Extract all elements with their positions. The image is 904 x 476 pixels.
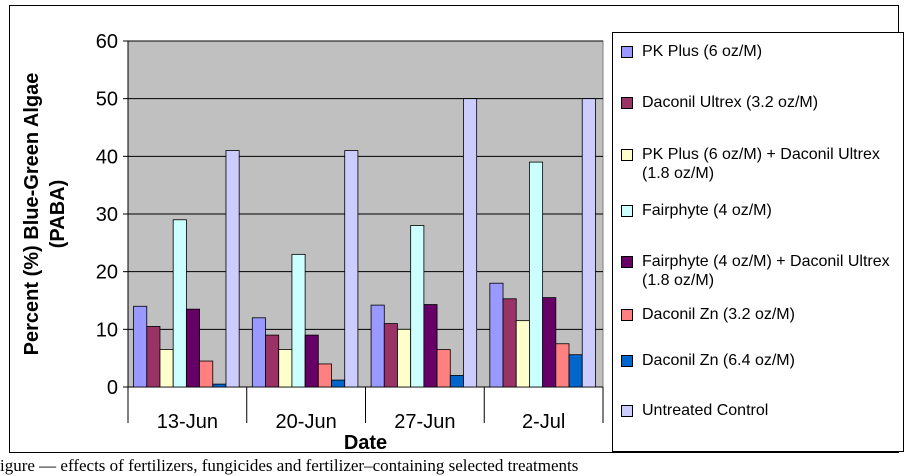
bar-s4-c3 xyxy=(542,297,557,388)
bar-s7-c0 xyxy=(225,150,240,388)
bar-s0-c0 xyxy=(133,305,148,388)
legend-swatch xyxy=(621,355,633,367)
legend-swatch xyxy=(621,309,633,321)
bar-s3-c0 xyxy=(172,219,187,388)
bar-s6-c3 xyxy=(568,354,583,388)
bar-s7-c3 xyxy=(581,98,596,388)
legend-label: Fairphyte (4 oz/M) xyxy=(642,202,772,219)
y-tick-label-2: 20 xyxy=(96,262,118,284)
bar-s0-c3 xyxy=(489,282,504,388)
bar-s4-c1 xyxy=(304,334,319,388)
legend-item: Daconil Zn (6.4 oz/M) xyxy=(621,351,904,370)
bar-s1-c3 xyxy=(502,298,517,388)
bar-s6-c1 xyxy=(331,379,346,388)
bar-s5-c3 xyxy=(555,343,570,388)
legend-swatch xyxy=(621,97,633,109)
x-tick-label-3: 2-Jul xyxy=(522,411,565,433)
legend-swatch xyxy=(621,256,633,268)
legend-label: PK Plus (6 oz/M) xyxy=(642,43,763,60)
legend-label: Fairphyte (4 oz/M) + Daconil Ultrex (1.8… xyxy=(642,253,890,289)
bar-s1-c0 xyxy=(146,326,161,388)
legend-label: Daconil Zn (3.2 oz/M) xyxy=(642,306,795,323)
bar-s2-c3 xyxy=(515,320,530,388)
bar-s6-c0 xyxy=(212,383,227,388)
bar-s4-c2 xyxy=(423,304,438,388)
bar-s2-c1 xyxy=(278,349,293,388)
bar-s7-c1 xyxy=(344,150,359,388)
bar-s5-c1 xyxy=(317,363,332,388)
bar-s5-c2 xyxy=(436,349,451,388)
figure-caption: igure — effects of fertilizers, fungicid… xyxy=(0,456,579,475)
legend-item: Daconil Ultrex (3.2 oz/M) xyxy=(621,93,904,112)
legend-item: Fairphyte (4 oz/M) + Daconil Ultrex (1.8… xyxy=(621,252,904,290)
bar-s0-c2 xyxy=(370,304,385,388)
y-tick-label-1: 10 xyxy=(96,319,118,341)
bar-s3-c3 xyxy=(529,161,544,388)
legend-label: Daconil Ultrex (3.2 oz/M) xyxy=(642,94,819,111)
y-tick-label-6: 60 xyxy=(96,31,118,53)
legend-item: Daconil Zn (3.2 oz/M) xyxy=(621,305,904,324)
y-tick-label-5: 50 xyxy=(96,89,118,111)
bar-s0-c1 xyxy=(251,317,266,388)
legend-item: Untreated Control xyxy=(621,401,904,420)
bar-s4-c0 xyxy=(185,308,200,388)
bar-s6-c2 xyxy=(449,375,464,388)
legend: PK Plus (6 oz/M) Daconil Ultrex (3.2 oz/M… xyxy=(612,32,904,452)
bar-s3-c2 xyxy=(410,225,425,388)
legend-item: Fairphyte (4 oz/M) xyxy=(621,201,904,220)
legend-label: PK Plus (6 oz/M) + Daconil Ultrex (1.8 o… xyxy=(642,146,880,182)
x-tick-label-2: 27-Jun xyxy=(394,411,455,433)
y-tick-label-4: 40 xyxy=(96,146,118,168)
bar-s7-c2 xyxy=(463,98,478,388)
legend-swatch xyxy=(621,405,633,417)
bar-s3-c1 xyxy=(291,253,306,388)
legend-label: Untreated Control xyxy=(642,402,769,419)
bar-s1-c2 xyxy=(383,323,398,388)
bar-s2-c2 xyxy=(397,328,412,388)
legend-label: Daconil Zn (6.4 oz/M) xyxy=(642,352,795,369)
y-tick-label-0: 0 xyxy=(107,377,118,399)
x-tick-label-1: 20-Jun xyxy=(276,411,337,433)
legend-item: PK Plus (6 oz/M) + Daconil Ultrex (1.8 o… xyxy=(621,145,904,183)
bar-s5-c0 xyxy=(199,360,214,388)
x-tick-label-0: 13-Jun xyxy=(157,411,218,433)
bar-chart: 0 10 20 30 40 50 60 13-Jun 20-Jun 27-Jun 2-Jul Date… xyxy=(21,31,604,452)
legend-swatch xyxy=(621,149,633,161)
bar-s1-c1 xyxy=(265,334,280,388)
legend-swatch xyxy=(621,46,633,58)
chart-frame: 0 10 20 30 40 50 60 13-Jun 20-Jun 27-Jun 2-Jul Date… xyxy=(9,5,904,453)
x-axis-title: Date xyxy=(344,432,387,452)
y-tick-label-3: 30 xyxy=(96,204,118,226)
legend-swatch xyxy=(621,205,633,217)
legend-item: PK Plus (6 oz/M) xyxy=(621,42,904,61)
y-axis-title: Percent (%) Blue-Green Algae (PABA) xyxy=(21,73,69,356)
bar-s2-c0 xyxy=(159,349,174,388)
